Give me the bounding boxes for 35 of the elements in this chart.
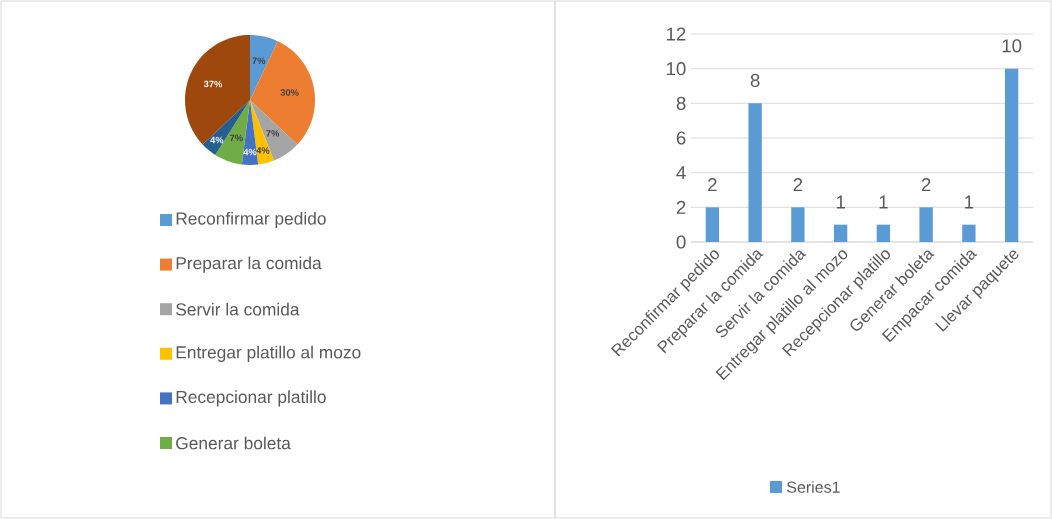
data-label: 10 xyxy=(1002,39,1022,53)
y-tick-label: 10 xyxy=(666,62,686,76)
data-label: 4% xyxy=(256,147,270,154)
data-label: 7% xyxy=(252,57,266,64)
y-tick-label: 12 xyxy=(666,27,686,41)
legend-label: Recepcionar platillo xyxy=(176,390,326,407)
data-label: 37% xyxy=(203,80,223,88)
data-label: 7% xyxy=(230,134,243,142)
y-tick-label: 2 xyxy=(676,200,686,214)
data-label: 8 xyxy=(750,73,760,88)
data-label: 1 xyxy=(879,195,888,209)
legend-label: Reconfirmar pedido xyxy=(176,211,326,229)
y-tick-label: 8 xyxy=(676,96,686,110)
bar xyxy=(962,224,976,242)
bar xyxy=(919,207,933,242)
data-label: 2 xyxy=(708,178,717,192)
data-label: 2 xyxy=(921,178,931,192)
data-label: 1 xyxy=(836,195,845,209)
data-label: 7% xyxy=(266,130,280,137)
y-tick-label: 4 xyxy=(676,166,686,180)
bar xyxy=(791,207,805,242)
bar xyxy=(876,224,891,242)
y-tick-label: 6 xyxy=(676,131,686,145)
data-label: 4% xyxy=(210,136,224,144)
bar xyxy=(833,224,848,242)
y-tick-label: 0 xyxy=(676,235,686,249)
data-label: 30% xyxy=(280,89,299,96)
data-label: 2 xyxy=(793,178,803,192)
legend-label: Generar boleta xyxy=(176,436,291,450)
data-label: 1 xyxy=(965,195,974,209)
legend-label: Series1 xyxy=(787,481,840,493)
data-label: 4% xyxy=(243,148,257,156)
bar xyxy=(1004,68,1019,242)
bar xyxy=(748,103,762,242)
bar xyxy=(705,207,720,242)
